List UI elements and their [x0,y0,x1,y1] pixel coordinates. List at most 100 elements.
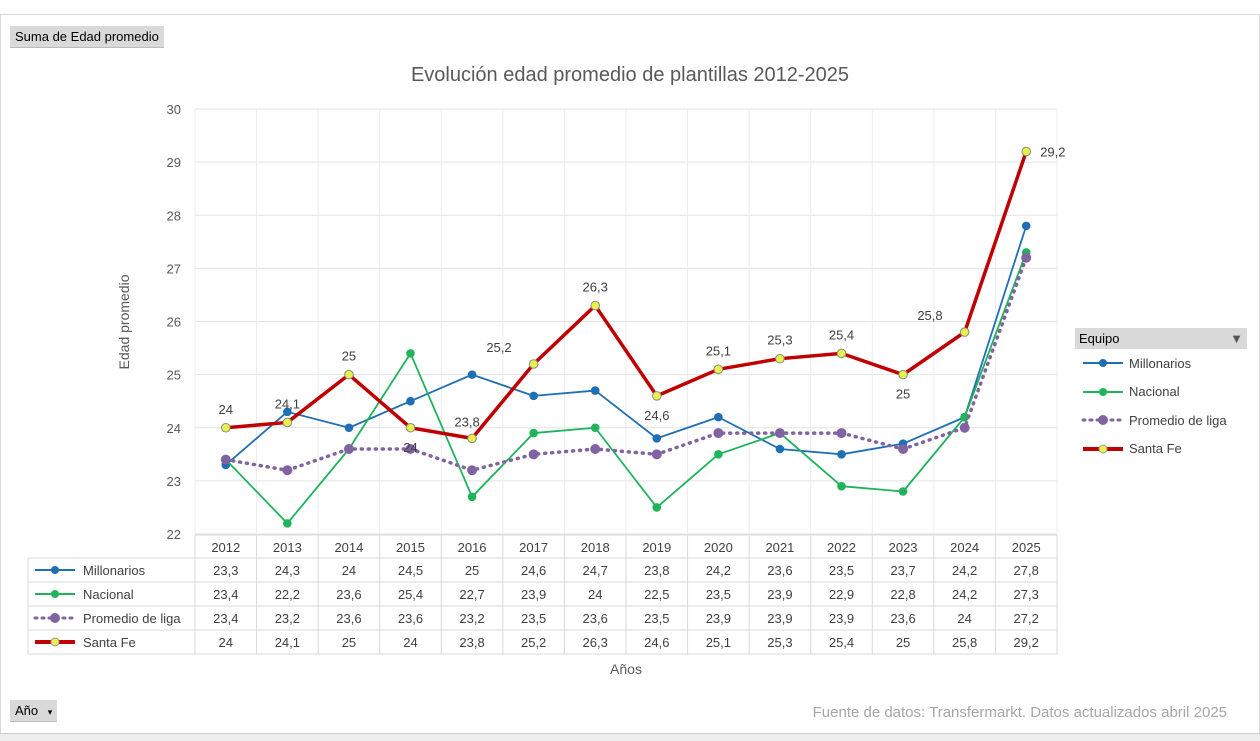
legend-marker [50,613,60,623]
x-tick-label: 2025 [1012,540,1041,555]
data-label: 25,1 [706,343,731,358]
legend-swatch [1083,444,1123,454]
data-label: 25,2 [486,340,511,355]
legend-item[interactable]: Nacional [1075,378,1247,407]
table-cell: 23,9 [767,587,792,602]
legend-item[interactable]: Santa Fe [1075,435,1247,464]
y-tick-label: 27 [167,261,181,276]
data-label: 25 [896,387,910,402]
data-label: 29,2 [1040,145,1065,160]
x-tick-label: 2021 [765,540,794,555]
series-line-santa-fe [225,150,1028,441]
table-cell: 22,7 [459,587,484,602]
data-point [344,369,354,380]
table-cell: 23,5 [644,611,669,626]
data-point [775,444,785,454]
data-label: 24,1 [275,396,300,411]
y-axis-label: Edad promedio [116,274,132,369]
x-tick-label: 2020 [704,540,733,555]
data-point [959,327,970,337]
y-tick-label: 24 [167,421,181,436]
data-point [344,423,354,433]
data-point [283,519,292,528]
y-tick-label: 22 [167,527,181,542]
y-tick-label: 23 [167,474,181,489]
table-series-name: Nacional [83,587,134,602]
data-point [713,364,724,375]
data-point [528,449,539,460]
table-cell: 25,3 [767,635,792,650]
dropdown-icon: ▾ [47,707,53,717]
data-point [713,428,724,439]
table-cell: 25 [896,635,910,650]
legend-header[interactable]: Equipo ▼ [1075,328,1247,349]
data-label: 26,3 [583,280,608,295]
x-tick-label: 2012 [211,540,240,555]
legend-marker [51,566,59,574]
data-point [898,369,908,380]
table-cell: 24 [957,611,971,626]
table-cell: 22,5 [644,587,669,602]
table-cell: 24,6 [521,563,546,578]
table-cell: 25,4 [398,587,423,602]
data-label: 24 [403,440,417,455]
table-cell: 23,6 [890,611,915,626]
table-cell: 23,7 [890,563,915,578]
legend-item[interactable]: Millonarios [1075,349,1247,378]
table-cell: 23,5 [521,611,546,626]
data-point [590,423,600,433]
data-point [590,300,601,311]
table-cell: 25,1 [706,635,731,650]
x-tick-label: 2019 [642,540,671,555]
data-point [652,434,662,443]
legend-item[interactable]: Promedio de liga [1075,406,1247,435]
legend-marker [1099,359,1107,368]
data-point [898,444,909,454]
data-point [960,412,969,422]
data-point [220,454,231,465]
x-tick-label: 2014 [334,540,363,555]
y-tick-label: 30 [167,102,181,117]
source-note: Fuente de datos: Transfermarkt. Datos ac… [812,704,1227,721]
series-line-nacional [225,252,1028,525]
axis-field-button[interactable]: Año ▾ [10,700,58,722]
data-point [1021,252,1032,263]
data-point [1021,146,1032,157]
table-cell: 23,9 [767,611,792,626]
data-point [837,450,846,459]
data-label: 24 [219,402,233,417]
x-axis-label: Años [610,661,642,677]
data-point [898,487,908,496]
filter-icon[interactable]: ▼ [1230,331,1243,346]
data-point [959,422,970,433]
x-tick-label: 2022 [827,540,856,555]
data-point [651,391,662,401]
table-cell: 25,4 [829,635,854,650]
table-cell: 25 [342,635,356,650]
legend-label: Nacional [1129,384,1180,400]
data-point [775,353,785,364]
data-point [406,349,415,358]
x-tick-label: 2015 [396,540,425,555]
data-point [714,450,723,459]
value-field-button[interactable]: Suma de Edad promedio [10,26,164,48]
data-point [714,412,723,422]
table-cell: 26,3 [583,635,608,650]
data-point [652,503,662,512]
x-tick-label: 2017 [519,540,548,555]
data-point [282,417,293,428]
table-cell: 23,9 [521,587,546,602]
y-tick-label: 26 [167,315,181,330]
table-cell: 25,8 [952,635,977,650]
table-cell: 23,2 [459,611,484,626]
data-point [836,428,847,439]
table-series-name: Santa Fe [83,635,136,650]
table-cell: 27,2 [1014,611,1039,626]
series-line-millonarios [225,225,1028,466]
legend: Equipo ▼ Millonarios Nacional Promedio de l… [1075,328,1247,463]
data-point [405,444,416,454]
table-cell: 27,8 [1014,563,1039,578]
sheet-scrollbar[interactable] [0,733,1260,741]
table-cell: 23,6 [767,563,792,578]
table-cell: 22,8 [890,587,915,602]
